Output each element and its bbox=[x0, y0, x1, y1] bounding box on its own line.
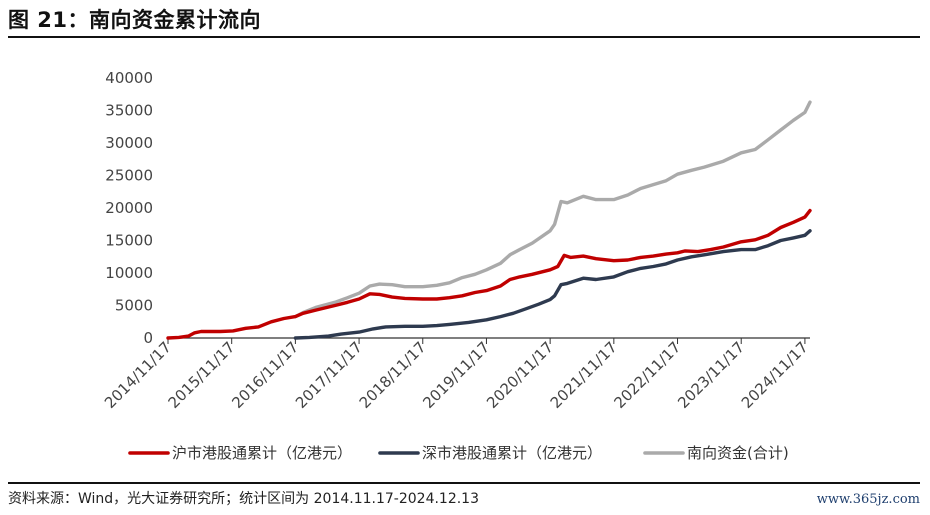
legend-label-2: 南向资金(合计) bbox=[687, 444, 789, 462]
legend: 沪市港股通累计（亿港元） 深市港股通累计（亿港元） 南向资金(合计) bbox=[128, 444, 789, 462]
x-tick-label-0: 2014/11/17 bbox=[101, 338, 175, 412]
y-tick-label-1: 5000 bbox=[115, 297, 153, 315]
source-note: 资料来源：Wind，光大证券研究所；统计区间为 2014.11.17-2024.… bbox=[8, 491, 480, 507]
series-line-1 bbox=[293, 229, 812, 340]
y-tick-label-0: 0 bbox=[143, 329, 153, 347]
x-tick-label-5: 2019/11/17 bbox=[419, 338, 493, 412]
watermark: www.365jz.com bbox=[816, 492, 920, 507]
top-rule bbox=[8, 36, 920, 38]
y-tick-label-4: 20000 bbox=[105, 199, 153, 217]
x-tick-label-8: 2022/11/17 bbox=[610, 338, 684, 412]
x-tick-label-10: 2024/11/17 bbox=[738, 338, 812, 412]
y-tick-label-7: 35000 bbox=[105, 102, 153, 120]
y-tick-label-5: 25000 bbox=[105, 167, 153, 185]
legend-label-1: 深市港股通累计（亿港元） bbox=[422, 444, 602, 462]
x-tick-label-7: 2021/11/17 bbox=[547, 338, 621, 412]
x-tick-label-4: 2018/11/17 bbox=[356, 338, 430, 412]
series-layer bbox=[166, 100, 812, 340]
bottom-rule bbox=[8, 482, 920, 484]
x-tick-label-1: 2015/11/17 bbox=[165, 338, 239, 412]
y-tick-label-3: 15000 bbox=[105, 232, 153, 250]
cumulative-flow-chart: 0 5000 10000 15000 20000 25000 30000 35000 40000… bbox=[101, 69, 812, 462]
y-tick-label-2: 10000 bbox=[105, 264, 153, 282]
x-tick-label-3: 2017/11/17 bbox=[292, 338, 366, 412]
y-tick-label-8: 40000 bbox=[105, 69, 153, 87]
y-tick-label-6: 30000 bbox=[105, 134, 153, 152]
x-tick-label-6: 2020/11/17 bbox=[483, 338, 557, 412]
axes: 0 5000 10000 15000 20000 25000 30000 35000 40000… bbox=[101, 69, 812, 412]
x-tick-label-9: 2023/11/17 bbox=[674, 338, 748, 412]
series-line-2 bbox=[293, 100, 812, 319]
legend-label-0: 沪市港股通累计（亿港元） bbox=[172, 444, 352, 462]
series-line-0 bbox=[166, 208, 812, 340]
x-tick-label-2: 2016/11/17 bbox=[228, 338, 302, 412]
figure-title: 图 21：南向资金累计流向 bbox=[8, 8, 262, 32]
